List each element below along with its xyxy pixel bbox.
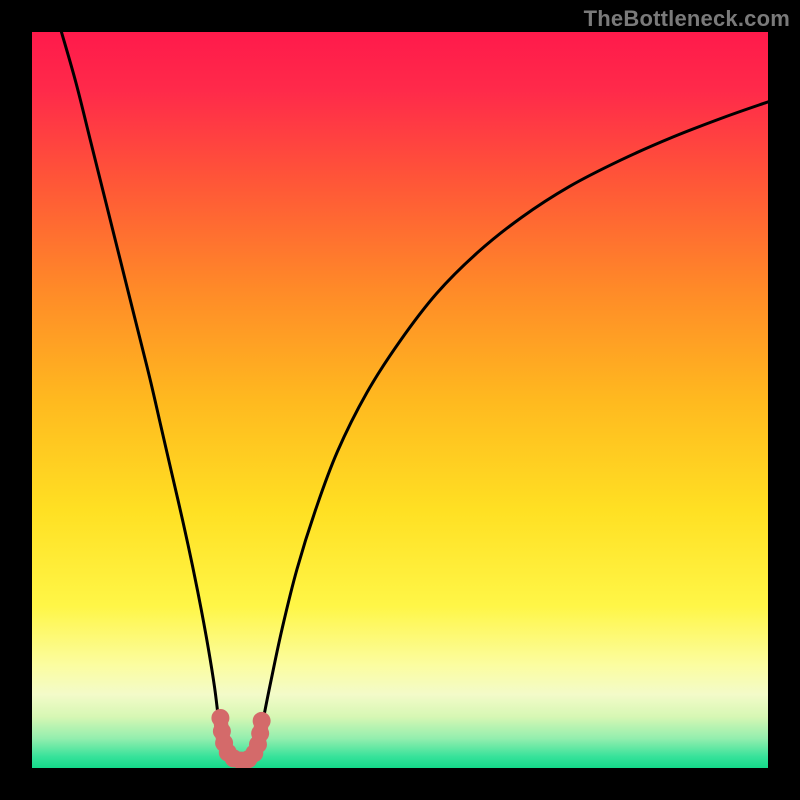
plot-area bbox=[32, 32, 768, 768]
watermark-text: TheBottleneck.com bbox=[584, 6, 790, 32]
bottleneck-curve-chart bbox=[32, 32, 768, 768]
valley-marker bbox=[253, 712, 271, 730]
chart-frame: TheBottleneck.com bbox=[0, 0, 800, 800]
